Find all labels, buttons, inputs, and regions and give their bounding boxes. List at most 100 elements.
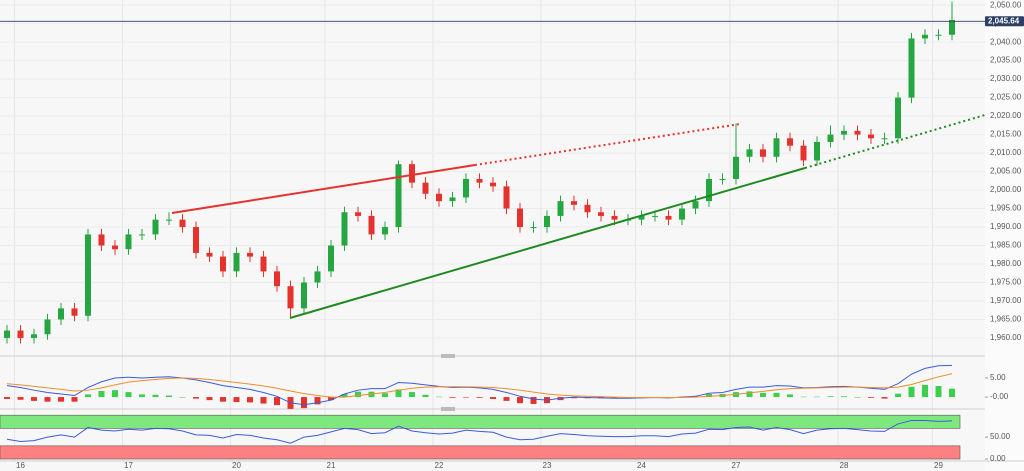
- histogram-bar: [58, 397, 64, 402]
- candle-body: [854, 130, 861, 135]
- panel-grip[interactable]: [441, 354, 455, 358]
- candle-body: [814, 141, 820, 161]
- histogram-bar: [395, 389, 402, 398]
- panel-grip[interactable]: [441, 407, 455, 411]
- candle-body: [490, 182, 496, 187]
- plot-background: [0, 0, 985, 471]
- histogram-bar: [827, 396, 834, 398]
- y-tick-label: 2,035.00: [990, 56, 1022, 65]
- histogram-bar: [706, 394, 712, 398]
- candle-body: [395, 164, 402, 228]
- candle-body: [233, 252, 240, 272]
- y-tick-label: 2,005.00: [990, 167, 1022, 176]
- x-tick-label: 16: [16, 461, 25, 470]
- histogram-bar: [382, 393, 388, 398]
- indicator-line: [6, 373, 953, 398]
- histogram-bar: [746, 391, 753, 398]
- y-tick-label: 1,960.00: [990, 333, 1022, 342]
- histogram-bar: [814, 396, 820, 398]
- candle-body: [787, 138, 793, 146]
- y-tick-label: 2,000.00: [990, 185, 1022, 194]
- histogram-bar: [4, 397, 10, 399]
- histogram-bar: [44, 397, 51, 402]
- indicator-line: [6, 419, 953, 444]
- histogram-bar: [490, 397, 496, 399]
- rsi-zone: [0, 445, 961, 460]
- candle-body: [409, 164, 415, 183]
- histogram-bar: [193, 397, 199, 399]
- histogram-bar: [503, 397, 510, 401]
- histogram-bar: [341, 394, 348, 398]
- y-tick-label: 1,990.00: [990, 222, 1022, 231]
- candle-body: [598, 212, 604, 216]
- histogram-bar: [908, 386, 915, 398]
- candle-body: [800, 145, 807, 161]
- grid: [0, 0, 988, 461]
- candle-body: [544, 215, 550, 228]
- histogram-bar: [220, 397, 226, 402]
- histogram-bar: [773, 392, 780, 398]
- y-tick-label: 2,015.00: [990, 130, 1022, 139]
- y-tick-label: 50.00: [990, 432, 1011, 441]
- histogram-bar: [112, 390, 118, 398]
- candle-body: [692, 201, 699, 209]
- y-tick-label: 5.00: [990, 373, 1006, 382]
- x-tick-label: 17: [124, 461, 133, 470]
- marks: [0, 1, 985, 460]
- candle-body: [449, 197, 456, 202]
- y-tick-label: 1,980.00: [990, 259, 1022, 268]
- x-tick-label: 20: [232, 461, 241, 470]
- candle-body: [368, 215, 375, 235]
- x-tick-label: 21: [327, 461, 336, 470]
- candle-body: [760, 149, 766, 157]
- histogram-bar: [611, 397, 618, 399]
- trendlines: [171, 114, 986, 319]
- histogram-bar: [922, 384, 928, 398]
- histogram-bar: [247, 397, 253, 403]
- rsi-zone: [0, 414, 961, 429]
- candle-body: [463, 178, 469, 198]
- x-tick-label: 23: [543, 461, 552, 470]
- candle-body: [355, 212, 361, 216]
- candle-body: [949, 19, 955, 35]
- histogram-bar: [800, 396, 807, 398]
- histogram-bar: [233, 397, 240, 403]
- candle-body: [476, 178, 483, 183]
- candle-body: [827, 134, 834, 142]
- candle-body: [220, 256, 226, 272]
- histogram-bar: [166, 395, 172, 398]
- candle-body: [422, 182, 429, 194]
- histogram-bar: [841, 396, 847, 398]
- histogram-bar: [179, 397, 186, 398]
- candle-body: [166, 219, 172, 221]
- histogram-bar: [868, 397, 874, 398]
- histogram-bar: [530, 397, 537, 404]
- support-line: [289, 167, 806, 319]
- candle-body: [557, 201, 564, 216]
- candle-body: [868, 134, 874, 139]
- candle-body: [733, 156, 739, 179]
- candle-body: [206, 252, 213, 257]
- histogram-bar: [881, 397, 888, 399]
- x-tick-label: 24: [637, 461, 646, 470]
- candle-body: [112, 245, 118, 250]
- axis-background: [985, 0, 1024, 471]
- histogram-bar: [787, 394, 793, 398]
- candle-body: [530, 227, 537, 229]
- x-tick-label: 27: [732, 461, 741, 470]
- histogram-bar: [463, 397, 469, 398]
- candle-body: [679, 208, 685, 220]
- candle-body: [71, 308, 78, 316]
- candle-body: [652, 215, 658, 217]
- last-price-badge: [985, 16, 1024, 27]
- histogram-bar: [139, 394, 145, 398]
- y-tick-label: 1,995.00: [990, 204, 1022, 213]
- x-tick-label: 28: [840, 461, 849, 470]
- histogram-bar: [328, 397, 334, 401]
- candle-body: [301, 282, 307, 309]
- candle-body: [935, 34, 942, 36]
- histogram-bar: [206, 397, 213, 401]
- candle-body: [139, 234, 145, 236]
- candle-body: [922, 34, 928, 39]
- resistance-line: [171, 164, 476, 214]
